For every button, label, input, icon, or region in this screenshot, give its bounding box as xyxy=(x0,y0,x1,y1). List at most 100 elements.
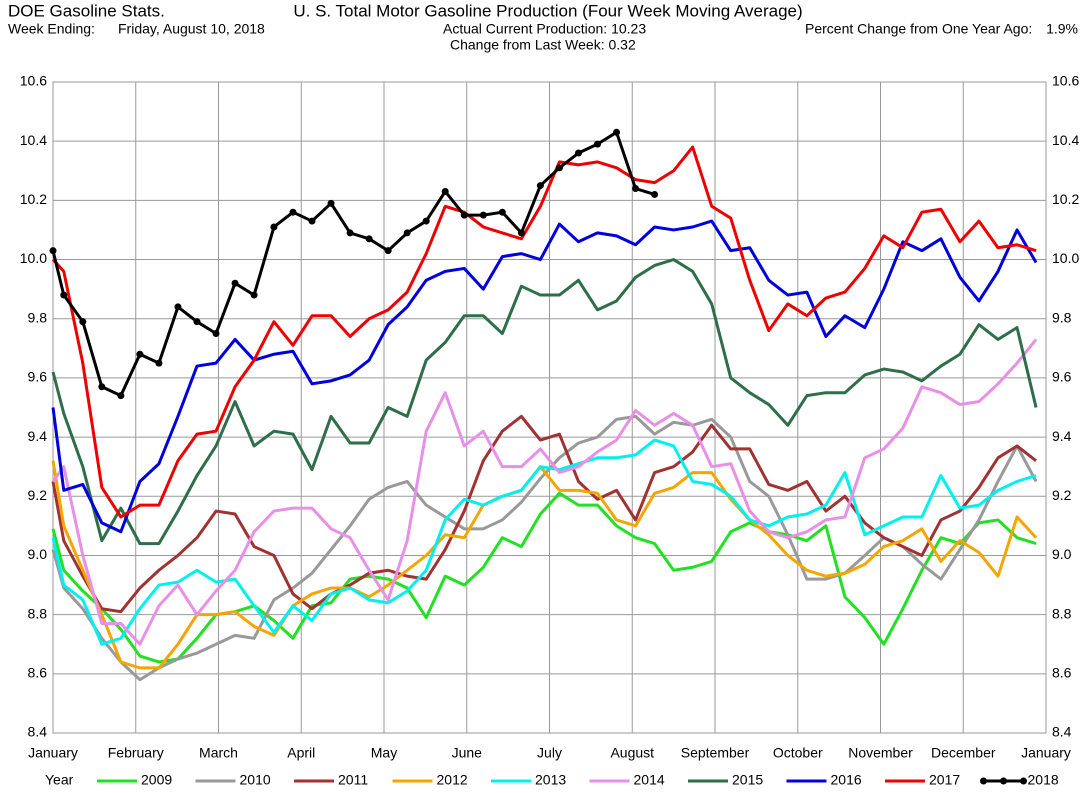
y-tick-label-right: 10.4 xyxy=(1052,132,1079,148)
x-tick-label: August xyxy=(610,745,654,761)
y-tick-label-right: 9.2 xyxy=(1052,487,1072,503)
series-line xyxy=(51,258,1038,546)
y-tick-label: 10.4 xyxy=(20,132,47,148)
y-tick-label: 9.4 xyxy=(28,428,48,444)
legend-label: 2010 xyxy=(240,772,271,788)
pct-value: 1.9% xyxy=(1046,21,1078,37)
current-production: Actual Current Production: 10.23 xyxy=(443,21,646,37)
chart-title: U. S. Total Motor Gasoline Production (F… xyxy=(293,1,802,20)
series-line xyxy=(51,338,1038,646)
series-marker xyxy=(536,182,544,190)
series-marker xyxy=(460,211,468,219)
series-line xyxy=(51,130,656,398)
series-marker xyxy=(574,149,582,157)
x-tick-label: September xyxy=(681,745,750,761)
series-line xyxy=(51,491,1037,664)
series-marker xyxy=(441,187,449,195)
series-marker xyxy=(193,318,201,326)
series-marker xyxy=(479,211,487,219)
y-tick-label-right: 8.8 xyxy=(1052,605,1072,621)
series-marker xyxy=(60,291,68,299)
y-tick-label: 9.2 xyxy=(28,487,48,503)
series-marker xyxy=(250,291,258,299)
legend-label: 2015 xyxy=(732,772,763,788)
series-marker xyxy=(270,223,278,231)
series-line xyxy=(51,414,1037,614)
x-tick-label: November xyxy=(848,745,913,761)
y-tick-label: 9.0 xyxy=(28,546,48,562)
y-tick-label: 8.8 xyxy=(28,605,48,621)
x-tick-label: June xyxy=(452,745,483,761)
legend-label: 2009 xyxy=(141,772,172,788)
legend-marker xyxy=(1000,777,1007,785)
series-marker xyxy=(555,164,563,172)
series-marker xyxy=(632,185,640,193)
legend-label: 2013 xyxy=(535,772,566,788)
series-marker xyxy=(517,229,525,237)
series-marker xyxy=(593,140,601,148)
series-marker xyxy=(136,350,144,358)
series-marker xyxy=(289,208,297,216)
series-marker xyxy=(117,392,125,400)
series-marker xyxy=(651,190,659,198)
series-marker xyxy=(231,279,239,287)
week-date: Friday, August 10, 2018 xyxy=(118,21,265,37)
week-label: Week Ending: xyxy=(8,21,95,37)
y-tick-label-right: 9.4 xyxy=(1052,428,1072,444)
y-tick-label-right: 9.8 xyxy=(1052,309,1072,325)
legend-label: 2018 xyxy=(1028,772,1059,788)
x-tick-label: February xyxy=(108,745,164,761)
y-tick-label-right: 8.4 xyxy=(1052,724,1072,740)
y-tick-label-right: 8.6 xyxy=(1052,665,1072,681)
series-marker xyxy=(365,235,373,243)
series-line xyxy=(51,414,1038,682)
y-tick-label: 9.8 xyxy=(28,309,48,325)
series-line xyxy=(51,438,1037,646)
series-line xyxy=(51,145,1037,519)
x-tick-label: December xyxy=(931,745,996,761)
x-tick-label: October xyxy=(773,745,823,761)
x-tick-label: March xyxy=(199,745,238,761)
legend-marker xyxy=(980,777,987,785)
legend-label: 2011 xyxy=(338,772,368,788)
x-tick-label: July xyxy=(537,745,562,761)
y-tick-label-right: 10.6 xyxy=(1052,73,1079,89)
x-tick-label: May xyxy=(371,745,397,761)
series-marker xyxy=(327,199,335,207)
y-tick-label: 10.2 xyxy=(20,191,47,207)
legend-marker xyxy=(1020,777,1027,785)
series-marker xyxy=(155,359,163,367)
weekly-change: Change from Last Week: 0.32 xyxy=(450,37,636,53)
legend-label: 2017 xyxy=(929,772,960,788)
series-marker xyxy=(79,318,87,326)
y-tick-label: 8.6 xyxy=(28,665,48,681)
legend-label: 2012 xyxy=(437,772,468,788)
series-marker xyxy=(613,128,621,136)
series-marker xyxy=(384,247,392,255)
header-left: DOE Gasoline Stats. xyxy=(8,1,165,20)
y-tick-label-right: 10.0 xyxy=(1052,250,1079,266)
series-marker xyxy=(98,383,106,391)
series-marker xyxy=(212,330,220,338)
series-marker xyxy=(308,217,316,225)
pct-label: Percent Change from One Year Ago: xyxy=(805,21,1032,37)
y-tick-label-right: 9.0 xyxy=(1052,546,1072,562)
y-tick-label: 8.4 xyxy=(28,724,48,740)
series-marker xyxy=(49,247,57,255)
y-tick-label: 9.6 xyxy=(28,369,48,385)
series-marker xyxy=(422,217,430,225)
x-tick-label: April xyxy=(287,745,315,761)
legend-label: 2016 xyxy=(831,772,862,788)
x-tick-label: January xyxy=(28,745,78,761)
series-marker xyxy=(346,229,354,237)
y-tick-label: 10.0 xyxy=(20,250,47,266)
series-marker xyxy=(403,229,411,237)
series-line xyxy=(51,219,1038,534)
series-marker xyxy=(498,208,506,216)
y-tick-label-right: 10.2 xyxy=(1052,191,1079,207)
y-tick-label: 10.6 xyxy=(20,73,47,89)
legend-title: Year xyxy=(45,772,74,788)
x-tick-label: January xyxy=(1021,745,1071,761)
legend-label: 2014 xyxy=(634,772,665,788)
